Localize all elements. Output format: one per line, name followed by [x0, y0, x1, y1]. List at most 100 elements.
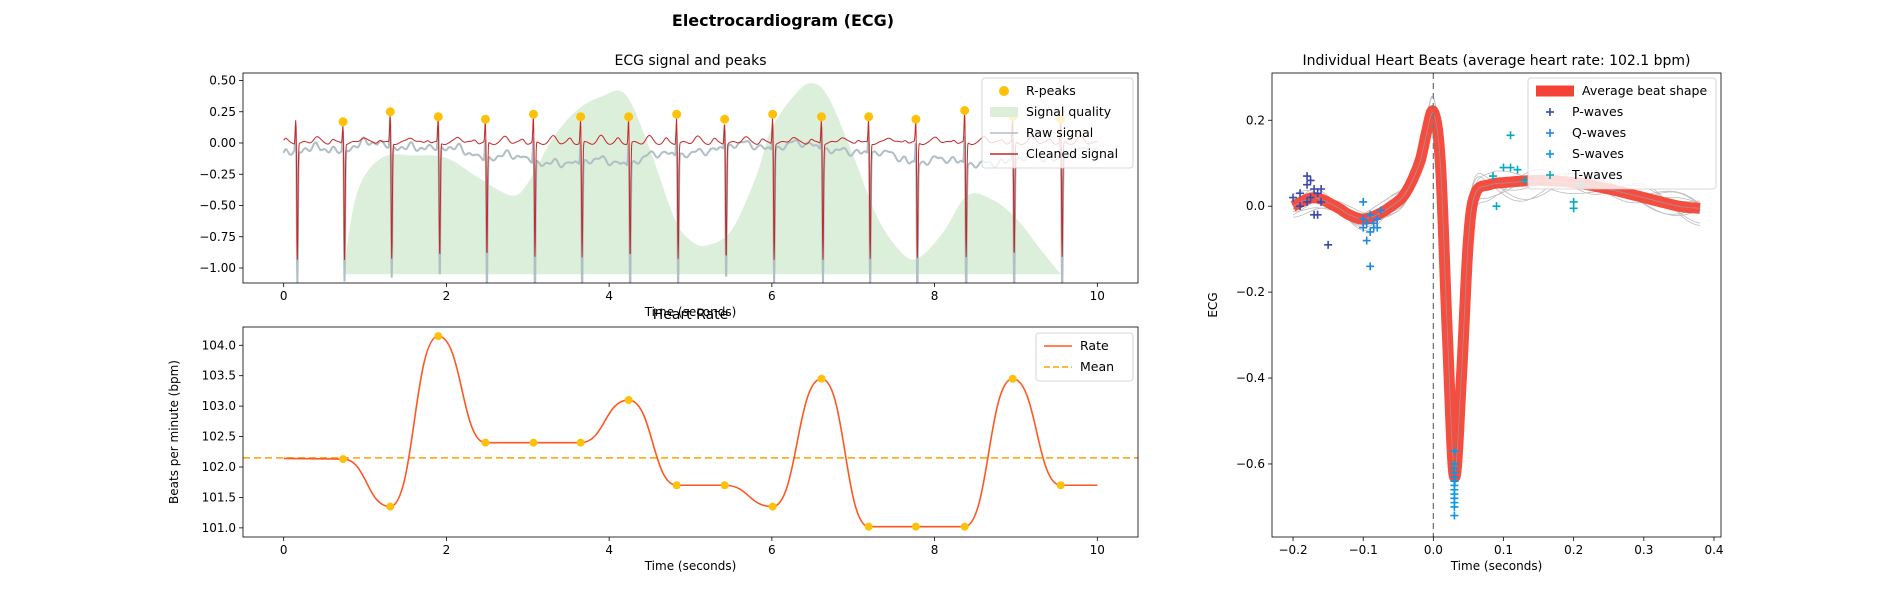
rate-point: [817, 374, 826, 383]
axes-frame: [242, 72, 1139, 284]
legend-label: R-peaks: [1026, 83, 1076, 98]
y-tick-label: 0.50: [209, 74, 236, 88]
p-wave-marker: [1317, 185, 1326, 193]
y-tick-label: −1.00: [199, 261, 236, 275]
axis-title: ECG signal and peaks: [614, 53, 766, 69]
q-wave-marker: [1359, 197, 1368, 206]
x-tick-label: 2: [443, 543, 451, 557]
rate-point: [434, 332, 443, 341]
legend-label: P-waves: [1572, 104, 1623, 119]
x-tick-label: 4: [605, 543, 613, 557]
y-tick-label: 0.0: [1246, 199, 1265, 213]
p-wave-marker: [1324, 240, 1333, 249]
legend-box: [1527, 77, 1717, 190]
s-wave-marker: [1450, 511, 1459, 520]
s-wave-marker: [1450, 447, 1459, 456]
x-tick-label: 6: [768, 289, 776, 303]
axes-frame: [242, 326, 1139, 538]
r-peak-marker: [576, 112, 586, 122]
x-tick-label: 0: [280, 289, 288, 303]
rate-point: [339, 455, 348, 464]
legend-box: [981, 77, 1134, 169]
legend-handle: [990, 107, 1018, 117]
rate-line: [342, 335, 1061, 528]
rate-point: [1008, 374, 1017, 383]
y-axis-label: Beats per minute (bpm): [167, 360, 181, 504]
r-peak-marker: [864, 112, 874, 122]
x-tick-label: −0.1: [1349, 543, 1378, 557]
axis-title: Individual Heart Beats (average heart ra…: [1302, 53, 1690, 69]
q-wave-marker: [1362, 236, 1371, 245]
q-wave-marker: [1359, 223, 1368, 232]
rate-legend: Rate Mean: [1035, 332, 1134, 382]
q-wave-marker: [1366, 227, 1375, 236]
x-axis-label: Time (seconds): [1450, 559, 1543, 573]
x-axis-label: Time (seconds): [644, 305, 737, 319]
r-peak-marker: [672, 109, 682, 119]
rate-plot-area: [243, 332, 1138, 531]
legend-label: Signal quality: [1026, 104, 1112, 119]
x-tick-label: −0.2: [1278, 543, 1307, 557]
q-wave-marker: [1362, 219, 1371, 228]
x-tick-label: 6: [768, 543, 776, 557]
p-wave-marker: [1317, 197, 1326, 206]
figure-title: Electrocardiogram (ECG): [672, 11, 894, 30]
x-tick-label: 0.4: [1704, 543, 1723, 557]
q-wave-marker: [1359, 215, 1368, 224]
q-wave-marker: [1373, 215, 1382, 224]
rate-point: [576, 438, 585, 447]
ecg-legend: R-peaks Signal quality Raw signal Cleaned s…: [981, 77, 1134, 169]
p-wave-marker: [1313, 210, 1322, 219]
q-wave-marker: [1366, 262, 1375, 271]
p-wave-marker: [1313, 189, 1322, 198]
q-wave-marker: [1376, 206, 1385, 215]
signal-quality-area: [343, 82, 1061, 275]
rate-point: [672, 481, 681, 490]
y-tick-label: −0.75: [199, 230, 236, 244]
legend-label: T-waves: [1571, 167, 1622, 182]
p-wave-marker: [1303, 180, 1312, 189]
legend-label: Cleaned signal: [1026, 146, 1118, 161]
legend-handle: [999, 86, 1009, 96]
rate-point: [960, 522, 969, 531]
r-peak-marker: [528, 109, 538, 119]
x-tick-label: 0.0: [1424, 543, 1443, 557]
rate-point: [1056, 481, 1065, 490]
r-peak-marker: [385, 107, 395, 117]
q-wave-marker: [1369, 219, 1378, 228]
legend-label: Average beat shape: [1582, 83, 1707, 98]
legend-box: [1035, 332, 1134, 382]
r-peak-marker: [480, 114, 490, 124]
p-wave-marker: [1310, 185, 1319, 193]
heart-beats-panel: −0.2 −0.1 0.0 0.1 0.2 0.3 0.4 −0.6 −0.4 −0.2 0.0 0.…: [1206, 53, 1724, 573]
axes-frame: [1271, 72, 1722, 538]
q-wave-marker: [1373, 223, 1382, 232]
y-tick-label: 101.0: [202, 521, 236, 535]
rate-point: [911, 522, 920, 531]
rate-point: [864, 522, 873, 531]
y-tick-label: 104.0: [202, 338, 236, 352]
rate-line-start: [283, 457, 344, 460]
x-tick-label: 2: [443, 289, 451, 303]
p-wave-marker: [1296, 202, 1305, 211]
y-tick-label: −0.2: [1236, 285, 1265, 299]
legend-label: Rate: [1080, 338, 1109, 353]
y-tick-label: 0.00: [209, 136, 236, 150]
s-wave-marker: [1450, 477, 1459, 486]
r-peak-marker: [433, 112, 443, 122]
r-peak-marker: [911, 114, 921, 124]
t-wave-marker: [1499, 163, 1508, 172]
legend-label: S-waves: [1572, 146, 1624, 161]
p-wave-marker: [1306, 193, 1315, 202]
raw-signal-line: [282, 118, 1098, 283]
y-tick-label: 102.5: [202, 430, 236, 444]
y-tick-label: −0.6: [1236, 457, 1265, 471]
s-wave-marker: [1450, 502, 1459, 511]
t-wave-marker: [1506, 163, 1515, 172]
p-wave-marker: [1306, 176, 1315, 185]
legend-label: Q-waves: [1572, 125, 1626, 140]
p-wave-marker: [1303, 197, 1312, 206]
rate-point: [720, 481, 729, 490]
y-tick-label: 0.2: [1246, 113, 1265, 127]
